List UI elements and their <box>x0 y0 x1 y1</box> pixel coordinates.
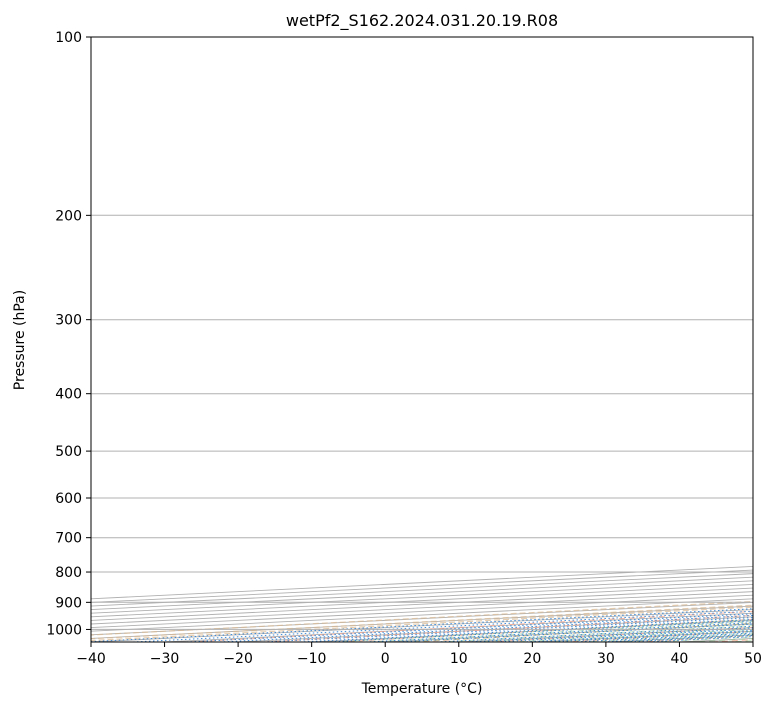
x-tick-label: −20 <box>223 651 253 667</box>
y-axis-title: Pressure (hPa) <box>12 290 28 390</box>
x-axis: −40 −30 −20 −10 0 10 20 30 40 50 <box>76 642 762 667</box>
y-tick-label: 1000 <box>46 622 82 638</box>
x-tick-label: 40 <box>671 651 689 667</box>
y-tick-label: 400 <box>55 387 82 403</box>
y-tick-label: 200 <box>55 208 82 224</box>
x-tick-label: −40 <box>76 651 106 667</box>
y-tick-label: 300 <box>55 313 82 329</box>
y-tick-label: 700 <box>55 531 82 547</box>
y-axis: 100 200 300 400 500 600 700 800 900 1000 <box>46 30 91 638</box>
x-tick-label: 20 <box>523 651 541 667</box>
y-tick-label: 800 <box>55 565 82 581</box>
x-tick-label: 10 <box>450 651 468 667</box>
x-tick-label: −30 <box>150 651 180 667</box>
pressure-gridlines <box>91 37 753 630</box>
y-tick-label: 100 <box>55 30 82 46</box>
plot-frame <box>90 36 754 643</box>
mixing-ratio-line <box>219 614 753 642</box>
background-lines <box>91 565 753 642</box>
x-tick-label: 30 <box>597 651 615 667</box>
mixing-ratio-line <box>263 617 753 642</box>
y-tick-label: 900 <box>55 595 82 611</box>
chart-title: wetPf2_S162.2024.031.20.19.R08 <box>286 11 558 31</box>
x-axis-title: Temperature (°C) <box>361 681 483 697</box>
x-tick-label: 50 <box>744 651 762 667</box>
x-tick-label: −10 <box>297 651 327 667</box>
x-tick-label: 0 <box>381 651 390 667</box>
y-tick-label: 600 <box>55 491 82 507</box>
y-tick-label: 500 <box>55 444 82 460</box>
